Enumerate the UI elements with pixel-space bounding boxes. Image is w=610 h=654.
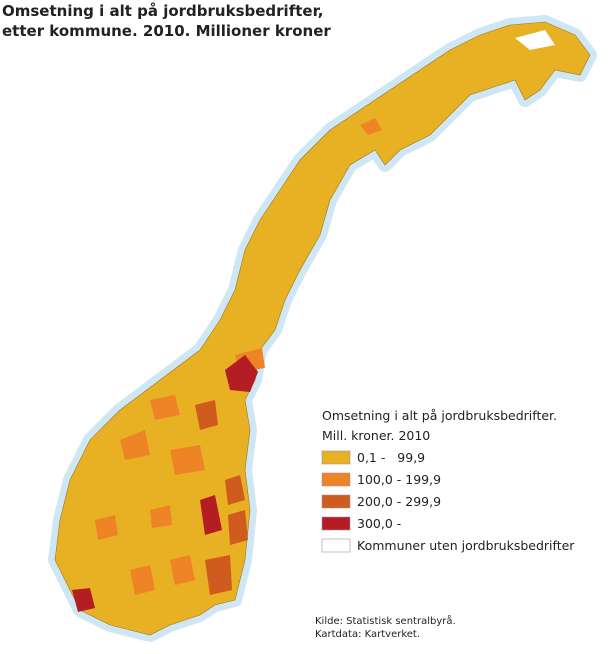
region: [205, 555, 232, 595]
title-line: Omsetning i alt på jordbruksbedrifter,: [2, 2, 323, 20]
region: [120, 430, 150, 460]
legend-label: 200,0 - 299,9: [357, 494, 441, 509]
legend-label: 0,1 - 99,9: [357, 450, 425, 465]
title-line: etter kommune. 2010. Millioner kroner: [2, 22, 331, 40]
region: [170, 445, 205, 475]
region: [228, 510, 248, 545]
region: [130, 565, 155, 595]
legend-swatch: [321, 450, 351, 465]
region: [150, 395, 180, 420]
map: [48, 15, 597, 642]
source: Kartdata: Kartverket.: [315, 629, 420, 640]
legend-swatch: [321, 494, 351, 509]
legend-title: Omsetning i alt på jordbruksbedrifter.: [322, 408, 557, 423]
region: [195, 400, 218, 430]
region: [200, 495, 222, 535]
region: [225, 355, 258, 392]
region: [150, 505, 172, 528]
region: [54, 21, 591, 636]
legend: Omsetning i alt på jordbruksbedrifter. M…: [322, 408, 557, 443]
region: [170, 555, 195, 585]
legend-swatch: [321, 472, 351, 487]
legend-label: Kommuner uten jordbruksbedrifter: [357, 538, 575, 553]
region: [95, 515, 118, 540]
region: [360, 118, 382, 135]
legend-swatch: [321, 516, 351, 531]
legend-title: Mill. kroner. 2010: [322, 428, 430, 443]
region: [515, 30, 555, 50]
region: [225, 475, 245, 505]
region: [72, 588, 95, 612]
legend-label: 300,0 -: [357, 516, 401, 531]
legend-swatch: [321, 538, 351, 553]
legend-label: 100,0 - 199,9: [357, 472, 441, 487]
source: Kilde: Statistisk sentralbyrå.: [315, 614, 456, 627]
